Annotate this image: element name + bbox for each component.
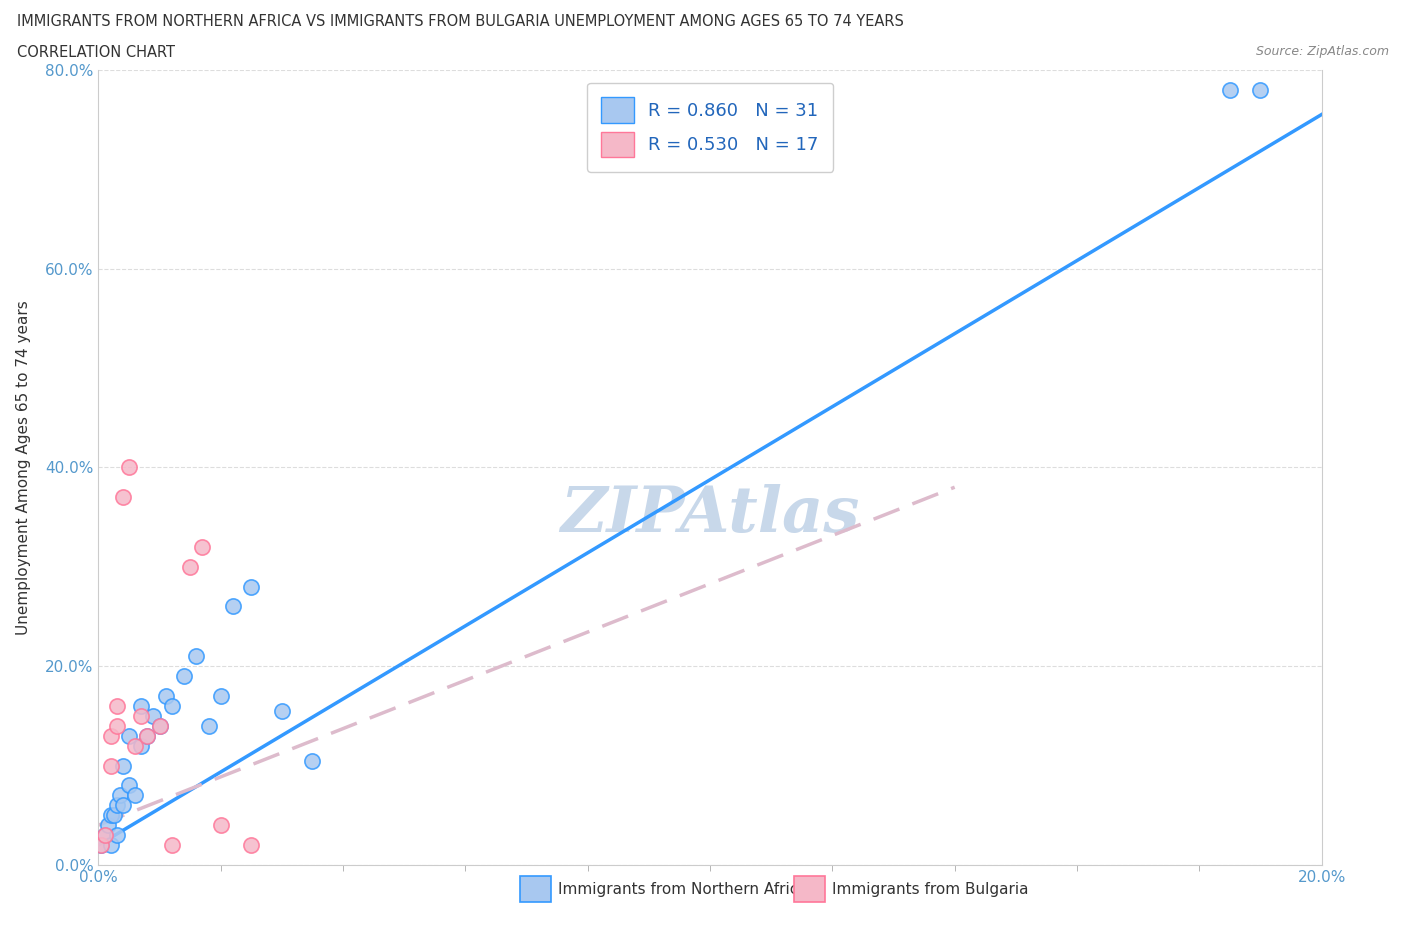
Point [118,459,141,474]
Point [191,539,214,554]
Point [100,808,122,823]
Point [100,838,122,853]
Point [111,490,134,505]
Point [103,808,125,823]
Point [105,718,128,733]
Text: CORRELATION CHART: CORRELATION CHART [17,45,174,60]
Point [111,798,134,813]
Point [149,718,172,733]
Text: ZIPAtlas: ZIPAtlas [561,485,859,546]
Point [155,688,177,703]
Point [97,817,120,832]
Point [118,728,141,743]
Y-axis label: Unemployment Among Ages 65 to 74 years: Unemployment Among Ages 65 to 74 years [17,300,31,634]
Point [129,698,152,713]
Point [136,728,159,743]
Point [90,838,112,853]
Legend: R = 0.860   N = 31, R = 0.530   N = 17: R = 0.860 N = 31, R = 0.530 N = 17 [586,83,834,172]
Point [209,817,232,832]
Point [129,709,152,724]
Point [240,579,263,594]
Point [186,649,208,664]
Point [1249,82,1271,97]
Point [136,728,159,743]
Point [160,838,183,853]
Point [105,698,128,713]
Point [100,728,122,743]
Point [93,828,115,843]
Point [118,777,141,792]
Point [142,709,165,724]
Point [179,559,201,574]
Text: Source: ZipAtlas.com: Source: ZipAtlas.com [1256,45,1389,58]
Point [124,738,146,753]
Point [240,838,263,853]
Point [197,718,219,733]
Point [270,703,292,718]
Text: IMMIGRANTS FROM NORTHERN AFRICA VS IMMIGRANTS FROM BULGARIA UNEMPLOYMENT AMONG A: IMMIGRANTS FROM NORTHERN AFRICA VS IMMIG… [17,14,904,29]
Point [111,758,134,773]
Point [93,828,115,843]
Point [108,788,131,803]
Point [1219,82,1241,97]
Point [105,798,128,813]
Point [173,669,195,684]
Text: Immigrants from Northern Africa: Immigrants from Northern Africa [558,882,808,897]
Point [105,828,128,843]
Point [124,788,146,803]
Point [301,753,323,768]
Point [160,698,183,713]
Point [100,758,122,773]
Point [149,718,172,733]
Point [209,688,232,703]
Point [222,599,245,614]
Point [90,838,112,853]
Point [129,738,152,753]
Text: Immigrants from Bulgaria: Immigrants from Bulgaria [832,882,1029,897]
